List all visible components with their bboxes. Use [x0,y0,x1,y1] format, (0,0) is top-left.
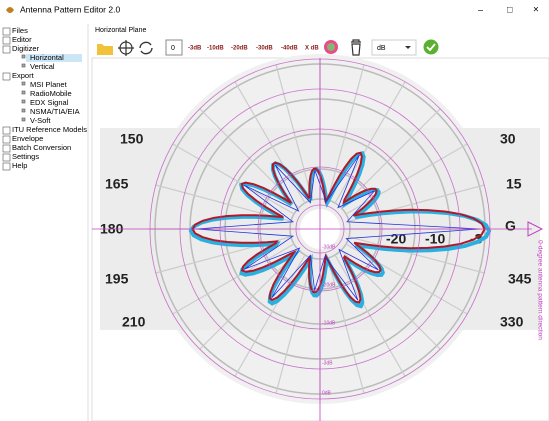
scan-angle-label: 15 [506,176,522,192]
tree-icon [21,63,26,68]
overlay-ring-label: -20dB [322,282,336,288]
scan-ring-label: -20 [386,231,406,247]
toolbar: 0 -3dB -10dB -20dB -30dB -40dB X dB dB [97,39,439,56]
tree-icon [21,90,26,95]
scan-mark: G [505,218,516,234]
selected-highlight [26,54,82,62]
unit-dropdown[interactable] [371,39,417,56]
tree-item[interactable]: MSI Planet [30,80,68,89]
tree-icon [21,54,26,59]
db-button[interactable]: -10dB [207,46,224,52]
tree-icon [2,144,11,153]
tree-icon [2,135,11,144]
maximize[interactable]: □ [507,4,513,14]
db-button[interactable]: -20dB [231,46,248,52]
rotate-button[interactable] [139,41,153,55]
title-bar [0,0,549,22]
overlay-ring [295,204,345,254]
minimize[interactable]: – [478,4,483,14]
scan-angle-label: 150 [120,131,144,147]
scan-angle-label: 330 [500,314,524,330]
apply-button[interactable] [423,39,439,55]
overlay-ring [257,166,383,292]
tree-item[interactable]: Editor [12,35,32,44]
input-value[interactable]: 0 [171,45,175,52]
tree-item[interactable]: V-Soft [30,116,51,125]
tree-item[interactable]: Export [12,71,35,80]
db-button[interactable]: -40dB [281,46,298,52]
dropdown-arrow [405,46,411,49]
tree-icon [21,117,26,122]
tree-icon [2,45,11,54]
tree-icon [2,72,11,81]
db-button[interactable]: -30dB [256,46,273,52]
direction-arrow [527,221,544,237]
check-icon [426,43,436,52]
tree-icon [21,81,26,86]
tree-item[interactable]: Digitizer [12,44,40,53]
window-title: Antenna Pattern Editor 2.0 [20,4,120,14]
tree-item[interactable]: Vertical [30,62,55,71]
overlay-ring-label: 0dB [322,390,332,396]
delete-button[interactable] [351,39,361,56]
tree-item[interactable]: Files [12,26,28,35]
trace-cyan [188,150,492,309]
tree-icon [21,108,26,113]
tree-item[interactable]: NSMA/TIA/EIA [30,107,80,116]
scan-angle-label: 210 [122,314,146,330]
tree-item[interactable]: ITU Reference Models [12,125,87,134]
tree-icon [2,126,11,135]
tree-item[interactable]: EDX Signal [30,98,69,107]
db-button[interactable]: X dB [305,46,319,52]
overlay: -30dB -20dB -10dB -3dB 0dB 0-degree antenna p… [92,58,543,421]
tree-icon [2,153,11,162]
color-wheel [327,43,335,51]
tree-icon [2,27,11,36]
db-button[interactable]: -3dB [188,46,202,52]
overlay-ring [179,88,461,370]
close[interactable]: × [533,5,539,16]
scan-ring-label: -10 [425,231,445,247]
tree-item[interactable]: Envelope [12,134,43,143]
tree-item[interactable]: Batch Conversion [12,143,71,152]
unit-value[interactable]: dB [377,45,386,52]
tree-icon [2,36,11,45]
tree-item[interactable]: Settings [12,152,39,161]
overlay-ring-label: -30dB [322,244,336,250]
direction-label: 0-degree antenna pattern direction [536,240,543,340]
overlay-ring [219,128,421,330]
tree-item[interactable]: Horizontal [30,53,64,62]
app-icon [6,7,14,13]
tree-item[interactable]: RadioMobile [30,89,72,98]
tree-icon [2,162,11,171]
scan-angle-label: 30 [500,131,516,147]
input-box[interactable] [165,39,183,56]
scan-angle-label: 165 [105,176,129,192]
overlay-ring [149,58,491,400]
panel-title: Horizontal Plane [95,27,146,34]
open-button[interactable] [97,44,113,55]
scan-angle-label: 345 [508,271,532,287]
overlay-ring-label: -3dB [322,360,333,366]
tree-item[interactable]: Help [12,161,27,170]
overlay-ring-label: -10dB [322,320,336,326]
tree-icon [21,99,26,104]
crosshair [118,40,134,56]
scan-angle-label: 195 [105,271,129,287]
sidebar: FilesEditorDigitizerHorizontalVerticalEx… [2,26,87,171]
